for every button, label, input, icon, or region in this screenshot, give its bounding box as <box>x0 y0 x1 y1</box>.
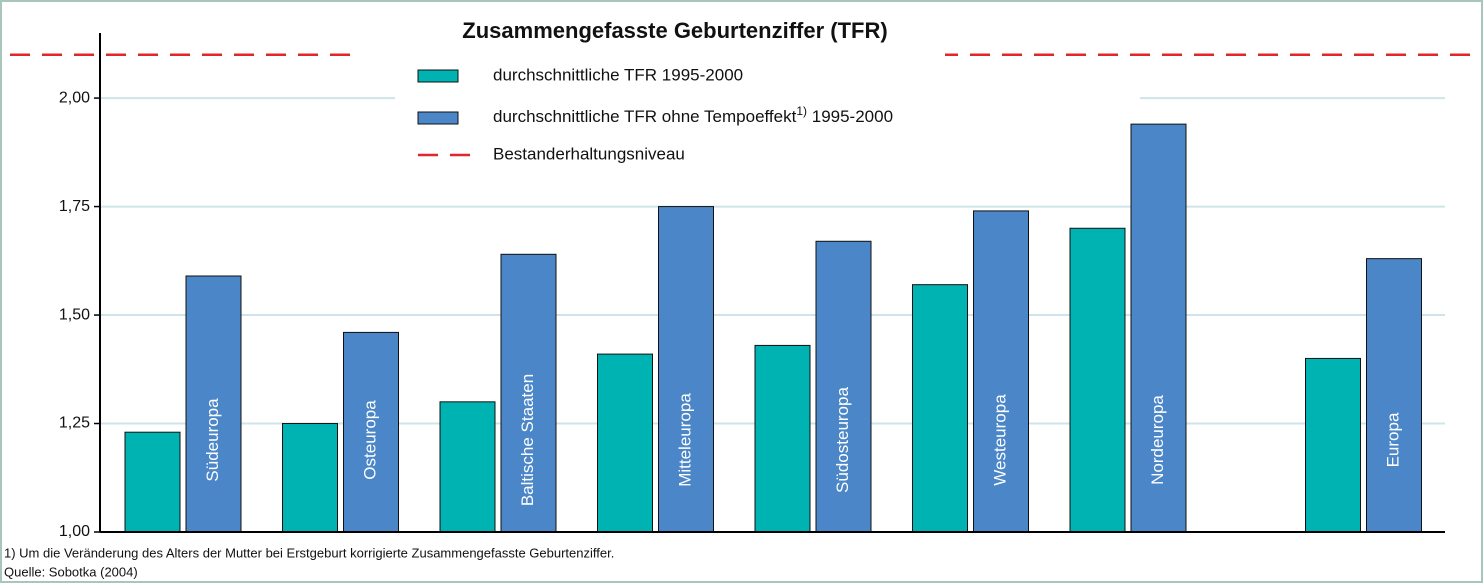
chart-title: Zusammengefasste Geburtenziffer (TFR) <box>462 18 887 43</box>
y-tick-label: 1,50 <box>59 306 90 323</box>
bar <box>439 401 496 533</box>
bar <box>124 431 181 533</box>
bar <box>1366 258 1422 533</box>
y-tick-label: 1,00 <box>59 523 90 540</box>
legend-swatch <box>417 111 459 125</box>
y-tick-label: 1,25 <box>59 415 90 432</box>
bar <box>282 423 338 533</box>
category-label: Mitteleuropa <box>675 393 694 487</box>
category-label: Osteuropa <box>360 400 379 480</box>
category-label: Südosteuropa <box>833 387 852 493</box>
bar <box>597 353 653 533</box>
category-label: Südeuropa <box>203 398 222 482</box>
bar <box>1130 123 1187 533</box>
bar <box>912 284 968 533</box>
y-tick-label: 1,75 <box>59 198 90 215</box>
title-background <box>350 14 945 74</box>
bar <box>1305 357 1361 533</box>
legend-background <box>395 70 1140 175</box>
bar <box>1069 227 1126 533</box>
legend-label: durchschnittliche TFR ohne Tempoeffekt1)… <box>493 104 893 126</box>
category-label: Baltische Staaten <box>518 374 537 506</box>
footnote: 1) Um die Veränderung des Alters der Mut… <box>4 545 614 560</box>
legend-label: durchschnittliche TFR 1995-2000 <box>493 65 743 84</box>
bar <box>815 240 872 533</box>
bar <box>973 210 1029 533</box>
marks: Südeuropa Osteuropa Baltische Staaten Mitte… <box>124 123 1422 533</box>
legend-swatch <box>417 69 459 83</box>
bar <box>658 206 714 533</box>
category-label: Europa <box>1383 412 1402 467</box>
category-label: Westeuropa <box>990 394 1009 486</box>
bar <box>500 253 557 533</box>
y-tick-label: 2,00 <box>59 89 90 106</box>
bar <box>185 275 242 533</box>
legend-label-part: 1995-2000 <box>807 107 893 126</box>
legend-label-part: durchschnittliche TFR ohne Tempoeffekt <box>493 107 797 126</box>
footnote-ref: 1) <box>796 104 807 118</box>
legend-label: Bestanderhaltungsniveau <box>493 144 685 163</box>
source: Quelle: Sobotka (2004) <box>4 564 138 579</box>
bar <box>754 344 811 533</box>
category-label: Nordeuropa <box>1148 395 1167 485</box>
